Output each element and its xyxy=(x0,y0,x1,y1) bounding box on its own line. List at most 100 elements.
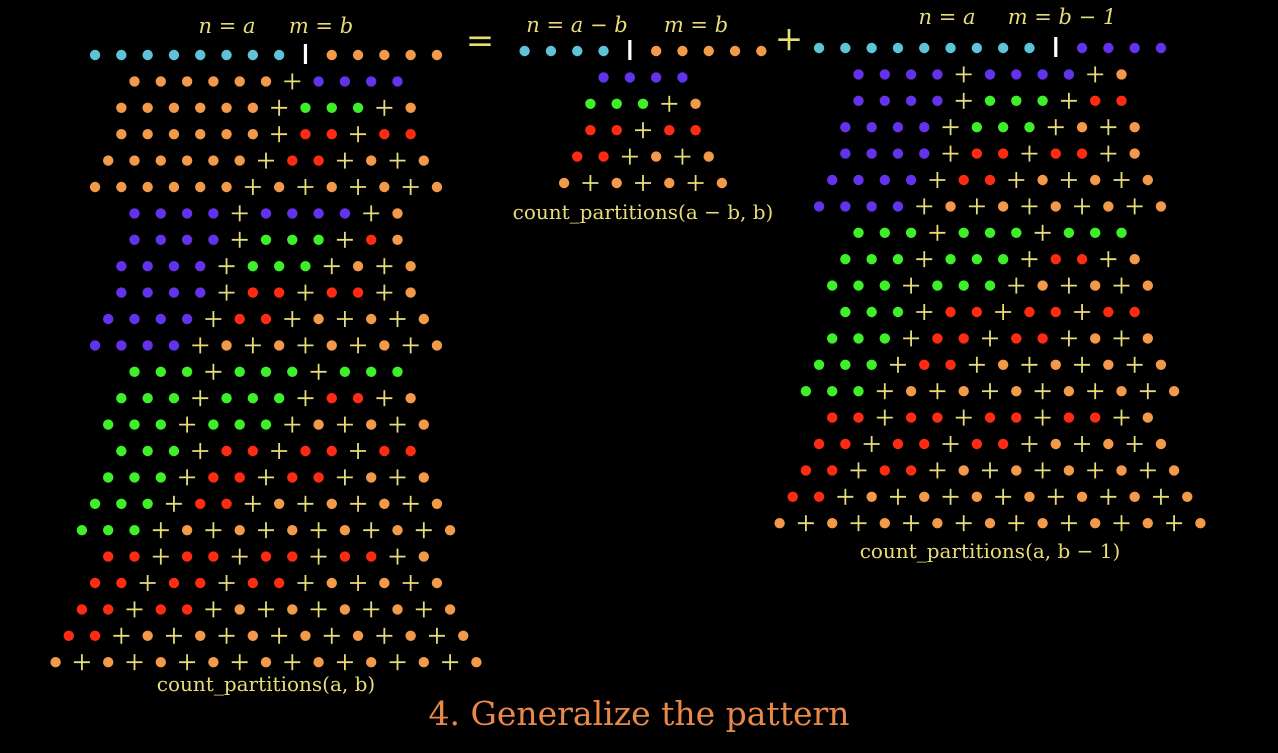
dot xyxy=(300,630,311,641)
plus-sign xyxy=(929,383,946,400)
dot xyxy=(379,498,390,509)
plus-sign xyxy=(1152,488,1169,505)
dot xyxy=(1076,122,1088,133)
dot xyxy=(155,657,166,668)
plus-sign xyxy=(955,66,972,83)
dot xyxy=(116,577,127,589)
plus-sign xyxy=(889,488,906,505)
plus-sign xyxy=(837,488,854,505)
dot xyxy=(1063,412,1075,423)
partition-row xyxy=(585,95,701,112)
dot xyxy=(1050,306,1061,318)
dot xyxy=(958,386,969,397)
dot xyxy=(853,227,864,238)
plus-sign xyxy=(1021,145,1038,162)
plus-sign xyxy=(192,390,209,407)
dot xyxy=(379,445,390,457)
dot xyxy=(155,208,166,219)
dot xyxy=(221,340,232,351)
plus-sign xyxy=(635,122,651,139)
dot xyxy=(932,412,943,423)
dot xyxy=(379,340,390,351)
dot xyxy=(168,49,180,61)
dot xyxy=(247,287,259,298)
dot xyxy=(142,445,153,457)
dot xyxy=(352,102,364,114)
dot xyxy=(997,254,1009,265)
dot xyxy=(195,261,206,272)
plus-sign xyxy=(126,601,143,618)
plus-sign xyxy=(1034,462,1051,479)
dot xyxy=(129,155,140,166)
partition-row xyxy=(800,383,1180,400)
dot xyxy=(155,76,166,87)
plus-sign xyxy=(297,495,314,512)
dot xyxy=(116,181,127,193)
dot xyxy=(866,42,877,54)
dot xyxy=(1155,438,1167,450)
dot xyxy=(352,287,364,298)
dot xyxy=(326,287,337,298)
plus-sign xyxy=(1074,198,1091,215)
caption-label: count_partitions(a, b) xyxy=(157,672,375,696)
dot xyxy=(905,227,917,238)
dot xyxy=(392,208,403,219)
dot xyxy=(168,340,180,351)
plus-sign xyxy=(192,337,209,354)
dot xyxy=(945,359,956,370)
dot xyxy=(945,306,956,318)
plus-sign xyxy=(1113,515,1130,532)
dot xyxy=(997,201,1009,212)
plus-sign xyxy=(271,126,288,143)
dot xyxy=(208,472,219,483)
dot xyxy=(352,261,364,272)
dot xyxy=(339,525,351,536)
dot xyxy=(313,657,324,668)
dot xyxy=(827,386,838,397)
partition-row xyxy=(116,390,416,407)
plus-sign xyxy=(284,654,301,671)
dot xyxy=(195,181,206,193)
partition-row xyxy=(827,277,1154,294)
partition-row xyxy=(840,304,1140,320)
partition-row xyxy=(840,119,1140,136)
partition-row xyxy=(813,37,1167,57)
dot xyxy=(300,102,311,114)
plus-sign xyxy=(1100,251,1117,268)
plus-sign xyxy=(1113,277,1130,294)
dot xyxy=(1182,491,1193,502)
plus-sign xyxy=(152,548,169,565)
dot xyxy=(379,181,390,193)
dot xyxy=(247,261,259,272)
dot xyxy=(339,366,351,377)
dot xyxy=(379,129,390,140)
split-bar xyxy=(303,44,308,64)
plus-sign xyxy=(1034,409,1051,426)
dot xyxy=(984,518,996,529)
plus-sign xyxy=(310,548,327,565)
dot xyxy=(247,102,259,114)
dot xyxy=(1024,306,1035,318)
dot xyxy=(866,148,877,159)
dot xyxy=(181,234,193,245)
partition-row xyxy=(853,66,1127,83)
dot xyxy=(879,465,890,476)
dot xyxy=(142,393,153,404)
plus-sign xyxy=(995,304,1012,320)
dot xyxy=(1011,386,1022,397)
dot xyxy=(879,174,890,186)
dot xyxy=(1011,69,1022,80)
dot xyxy=(984,280,996,291)
dot xyxy=(405,102,416,114)
plus-sign xyxy=(1060,172,1077,188)
dot xyxy=(1011,95,1022,107)
dot xyxy=(181,366,193,377)
dot xyxy=(1155,359,1167,370)
plus-sign xyxy=(152,522,169,539)
dot xyxy=(879,333,890,344)
dot xyxy=(1103,438,1114,450)
plus-sign xyxy=(258,152,274,169)
dot xyxy=(1076,491,1088,502)
dot xyxy=(418,551,429,562)
dot xyxy=(260,76,272,87)
